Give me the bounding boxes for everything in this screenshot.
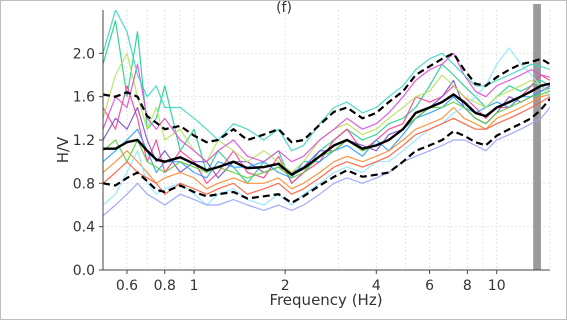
lower-std-curve [103,98,550,205]
y-tick-label: 0.8 [73,176,95,192]
y-tick-labels: 0.0 0.4 0.8 1.2 1.6 2.0 [73,46,103,279]
y-tick-label: 1.6 [73,90,95,106]
y-tick-label: 0.0 [73,263,95,279]
y-tick-label: 2.0 [73,46,95,62]
y-tick-label: 1.2 [73,133,95,149]
x-tick-label: 6 [425,278,434,294]
individual-curve-12 [103,107,550,217]
x-tick-labels: 0.6 0.8 1 2 4 6 8 10 [116,270,506,294]
x-tick-label: 8 [463,278,472,294]
statistics-curves [103,51,550,205]
y-axis-label: H/V [54,136,72,163]
x-tick-label: 0.8 [154,278,176,294]
individual-curve-8 [103,52,550,163]
x-tick-label: 4 [372,278,381,294]
x-axis-label: Frequency (Hz) [269,291,382,309]
individual-curve-10 [103,96,550,195]
upper-std-curve [103,51,550,144]
y-tick-label: 0.4 [73,220,95,236]
panel-label: (f) [276,0,292,16]
x-tick-label: 2 [281,278,290,294]
x-tick-label: 10 [488,278,506,294]
individual-curve-9 [103,90,550,179]
shaded-band [533,4,541,270]
x-tick-label: 0.6 [116,278,138,294]
mean-curve [103,82,550,177]
x-tick-label: 1 [190,278,199,294]
